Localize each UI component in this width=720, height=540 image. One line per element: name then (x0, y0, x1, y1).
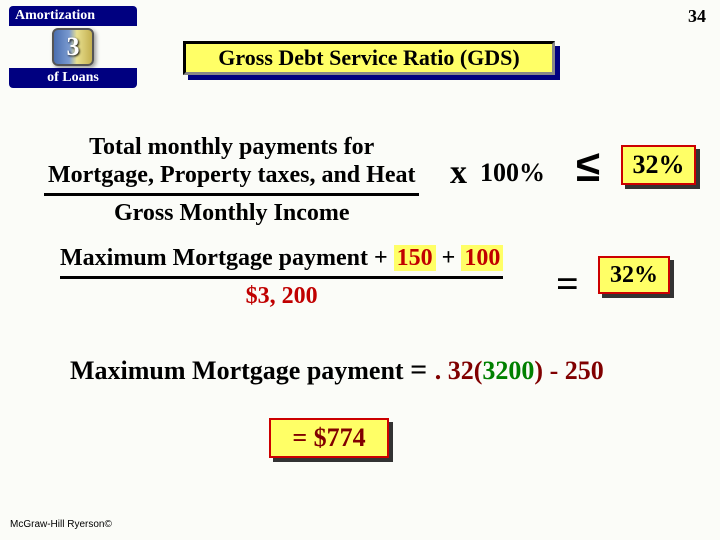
hundred-pct: 100% (480, 158, 545, 187)
gds-fraction: Total monthly payments for Mortgage, Pro… (44, 134, 419, 227)
page-number: 34 (688, 6, 706, 27)
chapter-badge: Amortization 3 of Loans (9, 6, 137, 88)
gds-denominator: Gross Monthly Income (44, 193, 419, 227)
solve-sub: 250 (565, 356, 604, 385)
solve-minus: - (543, 356, 565, 385)
solve-income: 3200 (482, 356, 534, 385)
solve-line: Maximum Mortgage payment = . 32(3200) - … (70, 353, 604, 387)
example-numerator: Maximum Mortgage payment + 150 + 100 (60, 245, 503, 276)
leq-symbol: ≤ (576, 142, 600, 192)
num-line2: Mortgage, Property taxes, and Heat (48, 162, 415, 188)
val-100: 100 (461, 245, 503, 271)
badge-mid: 3 (9, 26, 137, 68)
equals-symbol: = (556, 260, 579, 307)
val-150: 150 (394, 245, 436, 271)
example-rhs-value: 32% (598, 256, 670, 294)
result-box: = $774 (269, 418, 389, 458)
example-denominator: $3, 200 (60, 276, 503, 310)
solve-lhs: Maximum Mortgage payment (70, 356, 410, 385)
badge-number-box: 3 (52, 28, 94, 66)
example-rhs-box: 32% (598, 256, 670, 294)
slide-title-text: Gross Debt Service Ratio (GDS) (218, 45, 519, 71)
num-line1: Total monthly payments for (89, 134, 374, 160)
solve-coef: . 32 (435, 356, 474, 385)
gds-limit-value: 32% (621, 145, 696, 185)
example-formula: Maximum Mortgage payment + 150 + 100 $3,… (60, 245, 503, 310)
times-100: x 100% (450, 154, 545, 192)
solve-eq: = (410, 353, 435, 386)
gds-numerator: Total monthly payments for Mortgage, Pro… (44, 134, 419, 193)
copyright-text: McGraw-Hill Ryerson© (10, 519, 112, 530)
slide-title: Gross Debt Service Ratio (GDS) (183, 41, 555, 75)
plus2: + (436, 245, 462, 271)
badge-bottom-label: of Loans (9, 68, 137, 88)
gds-limit-box: 32% (621, 145, 696, 185)
result-value: = $774 (269, 418, 389, 458)
times-symbol: x (450, 154, 467, 191)
plus1: + (368, 245, 394, 271)
badge-top-label: Amortization (9, 6, 137, 26)
badge-digit: 3 (67, 32, 80, 62)
paren-close: ) (534, 356, 543, 385)
max-mortgage-text: Maximum Mortgage payment (60, 245, 368, 271)
